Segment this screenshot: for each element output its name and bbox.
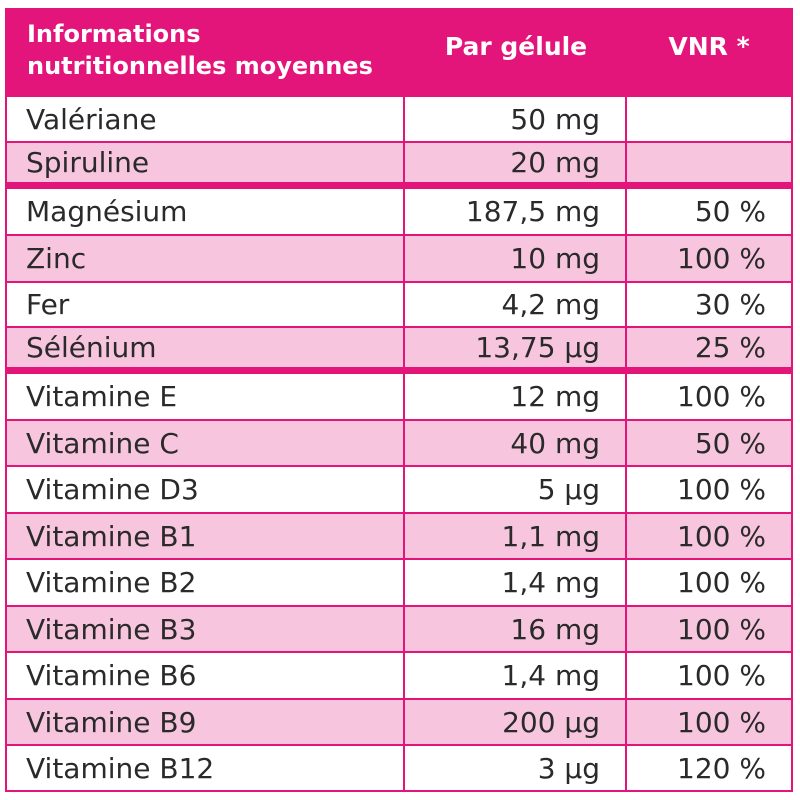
nutrient-vnr: 25 % xyxy=(694,331,766,364)
nutrient-name: Vitamine E xyxy=(7,374,405,419)
table-row: Fer 4,2 mg 30 % xyxy=(7,281,791,326)
table-header: Informations nutritionnelles moyennes Pa… xyxy=(7,8,791,95)
header-line-1: Informations xyxy=(27,20,201,48)
nutrient-amount: 16 mg xyxy=(405,607,627,651)
nutrient-amount: 1,1 mg xyxy=(405,514,627,558)
nutrient-vnr: 100 % xyxy=(677,519,766,553)
nutrient-amount: 187,5 mg xyxy=(405,189,627,234)
nutrient-amount: 3 µg xyxy=(405,746,627,790)
table-row: Vitamine B3 16 mg 100 % xyxy=(7,605,791,651)
nutrient-name: Vitamine B9 xyxy=(7,700,405,744)
table-row: Magnésium 187,5 mg 50 % xyxy=(7,182,791,234)
table-row: Vitamine B2 1,4 mg 100 % xyxy=(7,558,791,605)
nutrient-amount: 12 mg xyxy=(405,374,627,419)
nutrient-vnr: 100 % xyxy=(677,705,766,739)
nutrient-name: Vitamine C xyxy=(7,421,405,465)
nutrient-vnr: 100 % xyxy=(677,612,766,646)
nutrient-amount: 40 mg xyxy=(405,421,627,465)
nutrient-name: Vitamine D3 xyxy=(7,467,405,512)
nutrition-table: Informations nutritionnelles moyennes Pa… xyxy=(5,8,793,792)
nutrient-vnr: 50 % xyxy=(694,195,766,228)
nutrient-name: Vitamine B1 xyxy=(7,514,405,558)
nutrient-vnr xyxy=(627,143,791,182)
nutrient-amount: 20 mg xyxy=(405,143,627,182)
nutrient-vnr: 100 % xyxy=(677,659,766,692)
nutrient-name: Vitamine B12 xyxy=(7,746,405,790)
nutrient-amount: 200 µg xyxy=(405,700,627,744)
nutrient-vnr: 30 % xyxy=(694,288,766,321)
table-row: Vitamine B1 1,1 mg 100 % xyxy=(7,512,791,558)
table-row: Vitamine B9 200 µg 100 % xyxy=(7,698,791,744)
nutrient-name: Vitamine B3 xyxy=(7,607,405,651)
nutrient-name: Magnésium xyxy=(7,189,405,234)
nutrient-amount: 1,4 mg xyxy=(405,560,627,605)
header-nutrition-info: Informations nutritionnelles moyennes xyxy=(7,8,405,95)
nutrient-vnr: 100 % xyxy=(677,473,766,506)
nutrient-vnr: 120 % xyxy=(677,751,766,785)
nutrient-name: Vitamine B6 xyxy=(7,653,405,698)
nutrient-amount: 13,75 µg xyxy=(405,328,627,367)
table-row: Zinc 10 mg 100 % xyxy=(7,234,791,281)
table-row: Vitamine C 40 mg 50 % xyxy=(7,419,791,465)
nutrient-vnr: 100 % xyxy=(677,380,766,413)
table-row: Vitamine B12 3 µg 120 % xyxy=(7,744,791,790)
nutrient-amount: 5 µg xyxy=(405,467,627,512)
nutrient-vnr: 50 % xyxy=(694,426,766,460)
nutrient-name: Valériane xyxy=(7,97,405,141)
nutrient-vnr xyxy=(627,97,791,141)
table-row: Sélénium 13,75 µg 25 % xyxy=(7,326,791,367)
table-row: Spiruline 20 mg xyxy=(7,141,791,182)
nutrient-amount: 10 mg xyxy=(405,236,627,281)
nutrient-name: Sélénium xyxy=(7,328,405,367)
nutrient-name: Spiruline xyxy=(7,143,405,182)
table-row: Vitamine B6 1,4 mg 100 % xyxy=(7,651,791,698)
nutrient-vnr: 100 % xyxy=(677,242,766,275)
table-row: Vitamine D3 5 µg 100 % xyxy=(7,465,791,512)
nutrient-name: Vitamine B2 xyxy=(7,560,405,605)
nutrient-vnr: 100 % xyxy=(677,566,766,599)
header-per-capsule: Par gélule xyxy=(444,32,588,61)
nutrient-name: Fer xyxy=(7,283,405,326)
header-vnr: VNR * xyxy=(668,32,750,61)
nutrient-amount: 50 mg xyxy=(405,97,627,141)
nutrient-name: Zinc xyxy=(7,236,405,281)
nutrient-amount: 4,2 mg xyxy=(405,283,627,326)
nutrient-amount: 1,4 mg xyxy=(405,653,627,698)
table-row: Vitamine E 12 mg 100 % xyxy=(7,367,791,419)
table-row: Valériane 50 mg xyxy=(7,95,791,141)
header-line-2: nutritionnelles moyennes xyxy=(27,52,373,80)
